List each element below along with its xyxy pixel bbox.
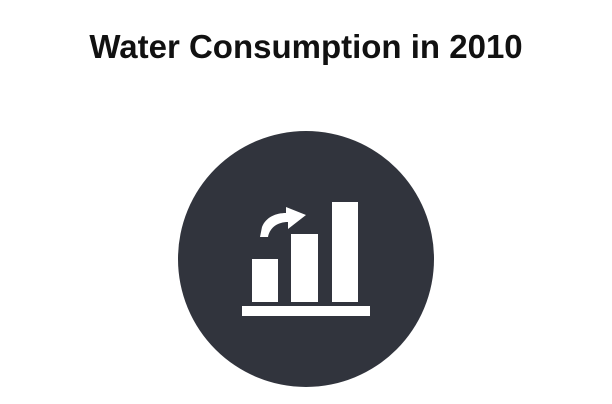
icon-arrow — [260, 207, 306, 237]
growth-bar-chart-icon — [178, 131, 434, 387]
icon-bar-short — [252, 259, 278, 302]
icon-bar-medium — [291, 234, 318, 302]
icon-bar-tall — [332, 202, 358, 302]
slide-title: Water Consumption in 2010 — [89, 28, 523, 65]
icon-baseline — [242, 306, 370, 316]
